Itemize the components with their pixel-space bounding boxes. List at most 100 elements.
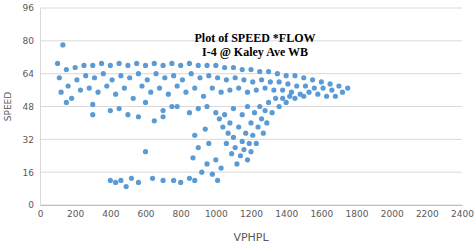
point bbox=[340, 90, 345, 95]
point bbox=[240, 67, 245, 72]
x-tick: 1000 bbox=[205, 205, 228, 219]
point bbox=[268, 79, 273, 84]
x-tick-label: 600 bbox=[137, 209, 154, 219]
x-tick-label: 1200 bbox=[240, 209, 263, 219]
point bbox=[162, 75, 167, 80]
y-tick: 96 bbox=[23, 3, 40, 13]
y-tick-label: 80 bbox=[23, 36, 35, 46]
point bbox=[215, 75, 220, 80]
point bbox=[266, 69, 271, 74]
x-tick: 2200 bbox=[416, 205, 439, 219]
point bbox=[201, 94, 206, 99]
point bbox=[180, 77, 185, 82]
y-tick: 64 bbox=[23, 69, 40, 79]
point bbox=[270, 110, 275, 115]
point bbox=[257, 69, 262, 74]
x-tick: 400 bbox=[102, 205, 119, 219]
y-tick: 80 bbox=[23, 36, 40, 46]
point bbox=[143, 63, 148, 68]
point bbox=[113, 92, 118, 97]
point bbox=[192, 178, 197, 183]
point bbox=[160, 63, 165, 68]
point bbox=[55, 61, 60, 66]
point bbox=[213, 110, 218, 115]
x-tick-label: 800 bbox=[173, 209, 190, 219]
point bbox=[108, 63, 113, 68]
grid-line bbox=[40, 106, 462, 107]
point bbox=[108, 108, 113, 113]
x-tick-label: 200 bbox=[67, 209, 84, 219]
point bbox=[241, 147, 246, 152]
point bbox=[203, 126, 208, 131]
point bbox=[247, 141, 252, 146]
point bbox=[125, 112, 130, 117]
point bbox=[248, 149, 253, 154]
x-axis: 0200400600800100012001400160018002000220… bbox=[38, 205, 475, 219]
point bbox=[271, 87, 276, 92]
point bbox=[92, 75, 97, 80]
point bbox=[118, 178, 123, 183]
point bbox=[74, 77, 79, 82]
point bbox=[231, 65, 236, 70]
point bbox=[78, 87, 83, 92]
point bbox=[243, 131, 248, 136]
point bbox=[108, 178, 113, 183]
point bbox=[109, 77, 114, 82]
point bbox=[240, 112, 245, 117]
point bbox=[312, 85, 317, 90]
point bbox=[171, 178, 176, 183]
point bbox=[222, 65, 227, 70]
point bbox=[262, 85, 267, 90]
chart: 0200400600800100012001400160018002000220… bbox=[0, 0, 475, 247]
point bbox=[204, 161, 209, 166]
point bbox=[261, 131, 266, 136]
y-tick-label: 32 bbox=[23, 135, 34, 145]
point bbox=[231, 106, 236, 111]
point bbox=[224, 141, 229, 146]
point bbox=[178, 180, 183, 185]
point bbox=[259, 116, 264, 121]
grid-line bbox=[40, 8, 462, 9]
point bbox=[73, 65, 78, 70]
point bbox=[277, 79, 282, 84]
point bbox=[206, 141, 211, 146]
point bbox=[166, 92, 171, 97]
point bbox=[259, 77, 264, 82]
point bbox=[255, 124, 260, 129]
point bbox=[264, 120, 269, 125]
x-tick-label: 2200 bbox=[416, 209, 439, 219]
point bbox=[83, 73, 88, 78]
y-tick-label: 64 bbox=[23, 69, 35, 79]
x-tick-label: 400 bbox=[102, 209, 119, 219]
point bbox=[152, 118, 157, 123]
point bbox=[248, 120, 253, 125]
point bbox=[210, 85, 215, 90]
point bbox=[266, 100, 271, 105]
point bbox=[178, 63, 183, 68]
x-axis-title: VPHPL bbox=[233, 231, 269, 244]
point bbox=[187, 110, 192, 115]
point bbox=[273, 96, 278, 101]
grid-line bbox=[40, 139, 462, 140]
point bbox=[90, 112, 95, 117]
x-tick: 2400 bbox=[451, 205, 474, 219]
point bbox=[285, 81, 290, 86]
point bbox=[95, 90, 100, 95]
y-tick: 16 bbox=[23, 168, 40, 178]
point bbox=[241, 77, 246, 82]
point bbox=[234, 161, 239, 166]
x-tick: 1800 bbox=[346, 205, 369, 219]
point bbox=[284, 100, 289, 105]
y-axis: 0163248648096 bbox=[23, 3, 41, 210]
point bbox=[210, 172, 215, 177]
point bbox=[169, 61, 174, 66]
point bbox=[336, 83, 341, 88]
x-tick: 0 bbox=[38, 205, 44, 219]
point bbox=[118, 73, 123, 78]
grid bbox=[40, 8, 462, 205]
y-tick: 32 bbox=[23, 135, 40, 145]
point bbox=[131, 96, 136, 101]
point bbox=[219, 90, 224, 95]
point bbox=[257, 104, 262, 109]
point bbox=[64, 100, 69, 105]
